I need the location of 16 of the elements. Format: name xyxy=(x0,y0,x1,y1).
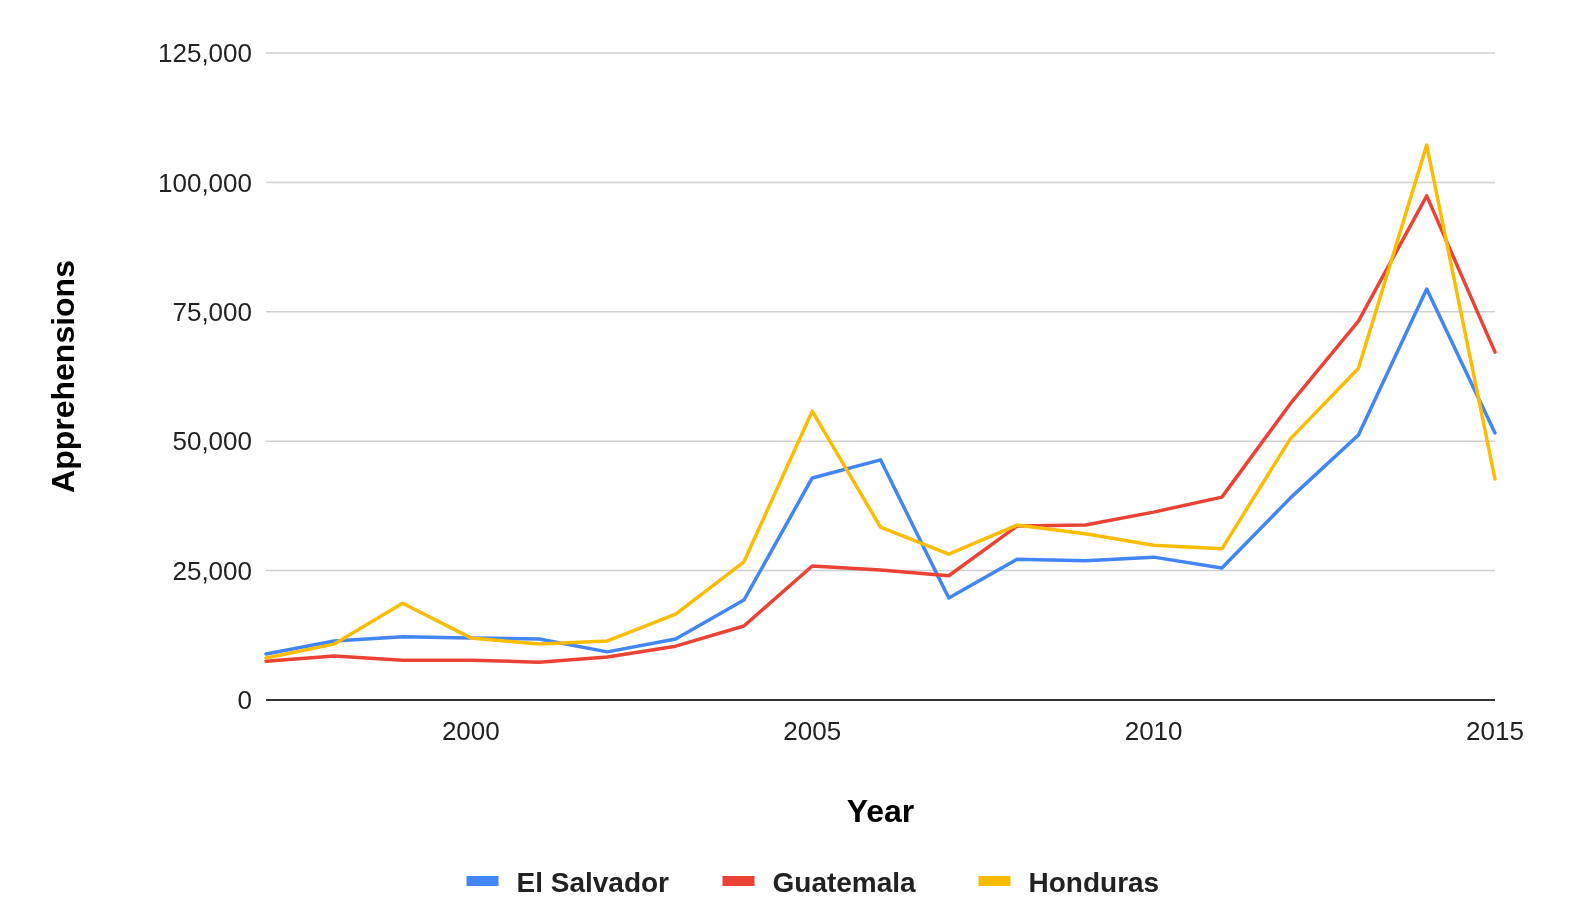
y-tick-label: 0 xyxy=(237,685,252,716)
y-axis-title: Apprehensions xyxy=(45,260,81,493)
y-tick-label: 125,000 xyxy=(158,38,252,69)
x-axis-title: Year xyxy=(846,793,915,829)
y-tick-label: 50,000 xyxy=(172,426,252,457)
line-series xyxy=(264,287,1497,656)
y-tick-label: 25,000 xyxy=(172,555,252,586)
x-tick-label: 2015 xyxy=(1466,716,1524,746)
legend-label: Honduras xyxy=(1028,866,1160,898)
x-tick-label: 2000 xyxy=(441,716,500,746)
legend-label: El Salvador xyxy=(516,866,670,898)
legend-label: Guatemala xyxy=(772,866,917,898)
x-tick-label: 2005 xyxy=(783,716,842,746)
y-tick-label: 75,000 xyxy=(172,296,252,327)
y-tick-label: 100,000 xyxy=(158,167,252,198)
x-tick-label: 2010 xyxy=(1124,716,1183,746)
